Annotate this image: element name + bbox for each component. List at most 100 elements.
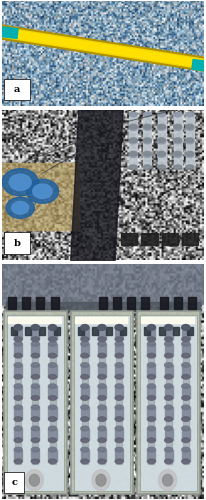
Bar [81,428,89,440]
Ellipse shape [182,448,190,452]
Bar [183,328,189,464]
Ellipse shape [182,417,190,422]
Ellipse shape [14,405,22,409]
Bar [22,297,30,308]
Bar [182,428,190,440]
Bar [74,314,130,491]
Bar [147,386,156,398]
Ellipse shape [98,337,106,342]
Ellipse shape [48,325,57,330]
Bar [98,328,106,339]
Ellipse shape [115,337,123,342]
Bar [14,365,22,377]
Bar [14,428,22,440]
Bar [143,155,151,167]
Bar [31,344,39,356]
Ellipse shape [31,374,39,379]
Ellipse shape [182,405,190,409]
Ellipse shape [158,165,166,170]
Ellipse shape [31,362,39,368]
Bar [174,155,182,167]
Bar [98,386,106,398]
Bar [174,297,182,308]
Ellipse shape [186,152,194,156]
Bar [158,114,166,126]
Bar [187,328,193,334]
Bar [147,344,156,356]
Ellipse shape [98,396,106,400]
Bar [147,428,156,440]
Ellipse shape [182,426,190,431]
Ellipse shape [81,337,89,342]
Ellipse shape [182,362,190,368]
Ellipse shape [81,417,89,422]
Ellipse shape [129,138,137,142]
Ellipse shape [165,396,173,400]
Ellipse shape [14,384,22,388]
Ellipse shape [14,324,22,330]
Ellipse shape [31,426,39,431]
Ellipse shape [174,138,182,142]
Ellipse shape [115,459,123,464]
Bar [141,234,158,245]
Bar [50,297,59,308]
Bar [81,328,89,339]
Bar [165,386,173,398]
Bar [147,365,156,377]
Ellipse shape [81,342,89,346]
Circle shape [92,470,110,491]
Circle shape [12,202,29,214]
Bar [147,328,156,339]
Ellipse shape [14,438,22,442]
Ellipse shape [186,138,194,142]
Ellipse shape [158,153,166,158]
Ellipse shape [115,426,123,431]
Ellipse shape [81,448,89,452]
Ellipse shape [174,152,182,156]
Ellipse shape [115,354,123,358]
Ellipse shape [143,153,151,158]
Ellipse shape [48,337,57,342]
Text: b: b [14,240,21,248]
Ellipse shape [98,354,106,358]
Ellipse shape [165,417,173,422]
Bar [48,408,57,419]
Bar [143,128,151,140]
Ellipse shape [48,396,57,400]
Bar [182,386,190,398]
Ellipse shape [115,374,123,379]
Bar [147,450,156,462]
Ellipse shape [186,153,194,158]
Ellipse shape [158,112,166,117]
Bar [99,328,105,464]
Ellipse shape [48,362,57,368]
Ellipse shape [182,324,190,330]
Ellipse shape [147,325,156,330]
Bar [129,114,137,126]
Bar [140,314,197,491]
Ellipse shape [129,152,137,156]
Ellipse shape [98,374,106,379]
Ellipse shape [129,112,137,117]
Circle shape [96,474,106,486]
Ellipse shape [182,438,190,442]
Ellipse shape [115,362,123,368]
Bar [115,344,123,356]
Bar [48,450,57,462]
Ellipse shape [147,337,156,342]
Ellipse shape [14,396,22,400]
Ellipse shape [14,448,22,452]
Ellipse shape [48,384,57,388]
Ellipse shape [158,140,166,144]
Ellipse shape [165,342,173,346]
Bar [165,408,173,419]
Ellipse shape [147,324,156,330]
Bar [165,450,173,462]
Ellipse shape [31,448,39,452]
Bar [81,408,89,419]
Ellipse shape [143,124,151,129]
Ellipse shape [98,438,106,442]
Ellipse shape [31,384,39,388]
Bar [81,344,89,356]
Bar [186,142,194,154]
